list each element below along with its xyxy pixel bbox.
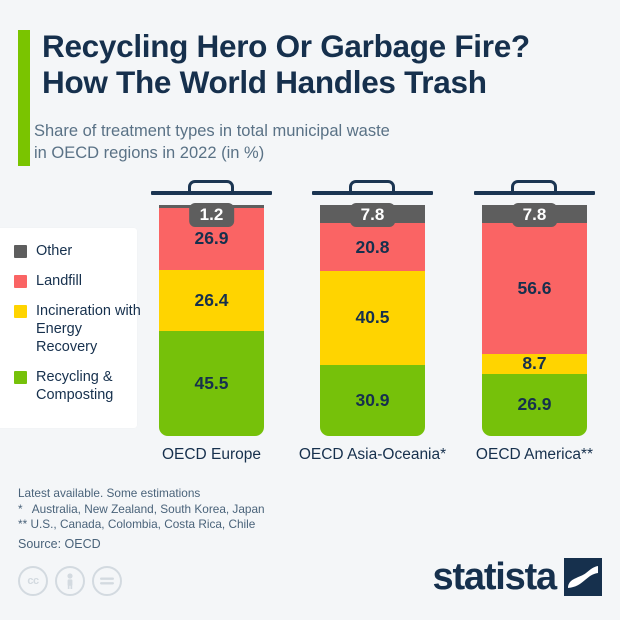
legend-item-2[interactable]: Incineration with Energy Recovery	[14, 302, 144, 356]
bar-segment-value: 56.6	[517, 277, 552, 298]
other-value-badge: 7.8	[349, 203, 396, 227]
footnote-line-2: * Australia, New Zealand, South Korea, J…	[18, 501, 265, 516]
bar-segment-1: 20.8	[320, 223, 425, 272]
title-accent-bar	[18, 30, 30, 166]
page-subtitle-line-2: in OECD regions in 2022 (in %)	[34, 144, 265, 162]
legend-item-3[interactable]: Recycling & Composting	[14, 368, 144, 404]
page-title: Recycling Hero Or Garbage Fire? How The …	[42, 28, 602, 100]
legend-swatch-icon	[14, 305, 27, 318]
chart-legend: Other Landfill Incineration with Energy Re…	[14, 242, 144, 416]
source-note: Source: OECD	[18, 537, 101, 551]
cc-glyph: cc	[27, 575, 39, 587]
bar-segment-value: 8.7	[522, 353, 547, 374]
bar-segment-2: 8.7	[482, 353, 587, 374]
trash-bin-lid-icon	[312, 179, 433, 203]
footnotes: Latest available. Some estimations * Aus…	[18, 486, 418, 533]
bar-segment-value: 26.4	[194, 289, 229, 310]
bar-segment-value: 40.5	[355, 307, 390, 328]
trash-bin-lid-icon	[474, 179, 595, 203]
stacked-bar-body: 56.6 8.7 26.9	[482, 205, 587, 436]
footnote-line-1: Latest available. Some estimations	[18, 486, 201, 500]
person-glyph	[67, 573, 73, 589]
bar-segment-value: 26.9	[517, 394, 552, 415]
creative-commons-badges: cc	[18, 566, 122, 596]
footnote-line-3: ** U.S., Canada, Colombia, Costa Rica, C…	[18, 517, 256, 531]
category-label-1: OECD Asia-Oceania*	[298, 446, 447, 463]
trash-bin-handle-icon	[349, 180, 395, 193]
stacked-bar-body: 26.9 26.4 45.5	[159, 205, 264, 436]
bar-segment-3: 30.9	[320, 364, 425, 436]
statista-wordmark: statista	[432, 556, 558, 598]
other-value-badge: 1.2	[188, 203, 235, 227]
legend-item-0[interactable]: Other	[14, 242, 144, 260]
page-title-line-1: Recycling Hero Or Garbage Fire?	[42, 28, 530, 64]
trash-bin-lid-bar	[151, 191, 272, 195]
other-value-badge: 7.8	[511, 203, 558, 227]
legend-swatch-icon	[14, 371, 27, 384]
cc-icon[interactable]: cc	[18, 566, 48, 596]
legend-item-1[interactable]: Landfill	[14, 272, 144, 290]
bar-segment-3: 26.9	[482, 373, 587, 436]
bar-segment-value: 26.9	[194, 228, 229, 249]
legend-item-label: Landfill	[36, 273, 82, 289]
statista-logo-icon	[564, 558, 602, 596]
trash-bin-lid-icon	[151, 179, 272, 203]
legend-card	[0, 228, 137, 428]
trash-bin-lid-bar	[474, 191, 595, 195]
page-subtitle: Share of treatment types in total munici…	[34, 120, 554, 164]
trash-bin-lid-bar	[312, 191, 433, 195]
category-label-0: OECD Europe	[161, 446, 262, 463]
bar-segment-value: 20.8	[355, 236, 390, 257]
legend-item-label: Incineration with Energy Recovery	[36, 303, 141, 355]
bar-segment-value: 45.5	[194, 372, 229, 393]
bar-segment-2: 40.5	[320, 271, 425, 365]
bar-segment-2: 26.4	[159, 269, 264, 331]
bar-segment-1: 56.6	[482, 223, 587, 354]
legend-item-label: Other	[36, 243, 73, 259]
page-title-line-2: How The World Handles Trash	[42, 64, 487, 100]
stacked-bar-body: 20.8 40.5 30.9	[320, 205, 425, 436]
category-label-2: OECD America**	[475, 446, 594, 463]
legend-swatch-icon	[14, 245, 27, 258]
bar-segment-value: 30.9	[355, 389, 390, 410]
page-subtitle-line-1: Share of treatment types in total munici…	[34, 122, 390, 140]
statista-logo[interactable]: statista	[433, 558, 602, 596]
equals-glyph	[100, 577, 114, 585]
trash-bin-handle-icon	[188, 180, 234, 193]
bar-segment-3: 45.5	[159, 330, 264, 436]
cc-by-person-icon[interactable]	[55, 566, 85, 596]
legend-item-label: Recycling & Composting	[36, 369, 114, 403]
cc-nd-equals-icon[interactable]	[92, 566, 122, 596]
trash-bin-handle-icon	[511, 180, 557, 193]
legend-swatch-icon	[14, 275, 27, 288]
